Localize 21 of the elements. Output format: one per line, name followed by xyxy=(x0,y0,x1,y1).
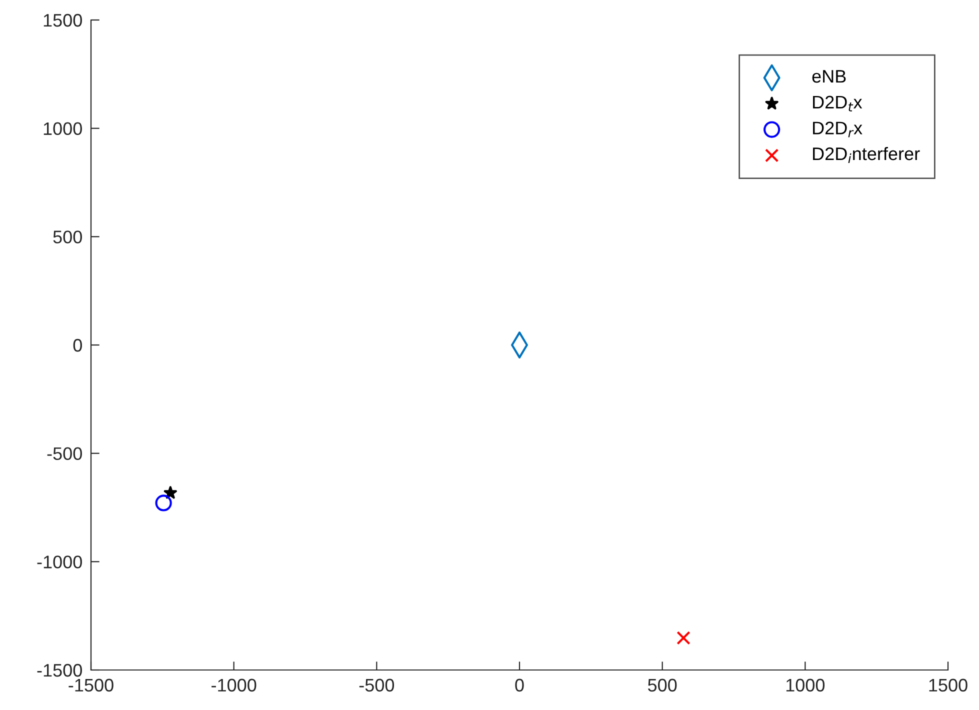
x-tick-label: -500 xyxy=(359,678,394,692)
x-tick-label: -1000 xyxy=(212,678,256,692)
y-tick-label: -1500 xyxy=(37,664,82,677)
legend-label: D2D$_{i}$nterferer xyxy=(813,146,920,163)
legend-label: D2D$_{t}$x xyxy=(813,96,862,112)
y-tick-label: -500 xyxy=(47,447,82,460)
y-tick-label: 1500 xyxy=(44,14,82,27)
y-tick-label: 0 xyxy=(73,338,82,352)
y-tick-label: -1000 xyxy=(37,556,82,568)
x-tick-label: 0 xyxy=(515,678,524,692)
point xyxy=(155,494,172,512)
legend-label: eNB xyxy=(812,70,846,83)
y-tick-label: 500 xyxy=(53,230,82,244)
point xyxy=(164,486,177,499)
x-tick-label: -1500 xyxy=(68,678,114,692)
y-tick-label: 1000 xyxy=(44,122,82,136)
x-tick-label: 500 xyxy=(648,678,677,692)
x-tick-label: 1000 xyxy=(786,678,825,692)
legend-label: D2D$_{r}$x xyxy=(813,122,862,138)
x-tick-label: 1500 xyxy=(929,678,968,692)
point xyxy=(676,631,690,645)
